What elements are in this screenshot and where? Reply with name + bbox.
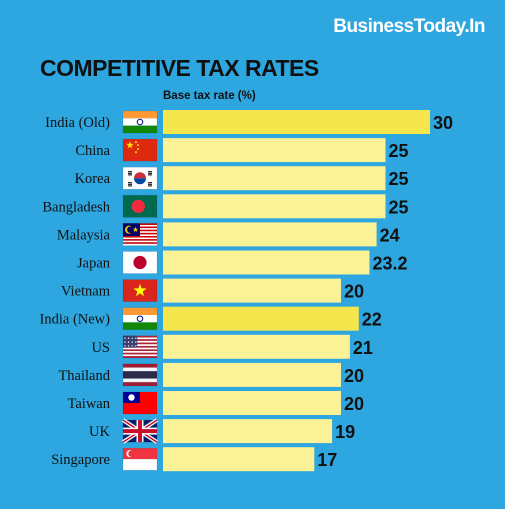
category-label: Bangladesh (42, 199, 110, 215)
bar (163, 194, 386, 219)
category-label: China (75, 143, 110, 159)
category-label: Malaysia (57, 227, 111, 243)
category-label: Thailand (58, 368, 110, 384)
brand-logo: BusinessToday.In (333, 16, 485, 37)
value-label: 20 (344, 394, 364, 414)
china-flag-icon (122, 138, 158, 162)
bar (163, 306, 359, 331)
value-label: 30 (433, 113, 453, 133)
bar (163, 138, 386, 163)
thailand-flag-icon (122, 363, 158, 387)
category-label: UK (89, 424, 110, 440)
value-label: 19 (335, 422, 355, 442)
value-label: 22 (362, 310, 382, 330)
value-label: 20 (344, 282, 364, 302)
us-flag-icon (122, 335, 158, 359)
bar (163, 166, 386, 191)
category-label: Japan (77, 256, 111, 272)
value-label: 17 (317, 450, 337, 470)
bar (163, 391, 341, 415)
axis-label: Base tax rate (%) (163, 90, 256, 102)
bar (163, 419, 333, 444)
bar (163, 110, 430, 134)
bar (163, 222, 377, 247)
india-flag-icon (122, 307, 158, 331)
category-label: Taiwan (68, 396, 111, 412)
chart-title: COMPETITIVE TAX RATES (40, 55, 319, 81)
bar (163, 362, 341, 387)
value-label: 25 (389, 141, 409, 161)
value-label: 24 (380, 225, 400, 245)
bar (163, 278, 341, 303)
category-label: Vietnam (61, 284, 111, 300)
taiwan-flag-icon (122, 391, 158, 415)
japan-flag-icon (122, 251, 158, 274)
category-label: India (Old) (45, 115, 110, 131)
value-label: 23.2 (372, 254, 407, 274)
korea-flag-icon (122, 166, 158, 190)
value-label: 21 (353, 338, 373, 358)
india-flag-icon (122, 110, 158, 134)
bar (163, 447, 315, 472)
category-label: India (New) (40, 312, 111, 328)
malaysia-flag-icon (122, 223, 158, 246)
category-label: US (91, 340, 110, 356)
bar (163, 334, 350, 359)
uk-flag-icon (121, 418, 159, 444)
value-label: 25 (389, 169, 409, 189)
value-label: 20 (344, 366, 364, 386)
vietnam-flag-icon (122, 279, 158, 302)
singapore-flag-icon (122, 447, 158, 471)
bangladesh-flag-icon (122, 195, 158, 218)
bar (163, 250, 370, 275)
value-label: 25 (389, 197, 409, 217)
category-label: Korea (75, 171, 111, 187)
category-label: Singapore (51, 452, 110, 468)
